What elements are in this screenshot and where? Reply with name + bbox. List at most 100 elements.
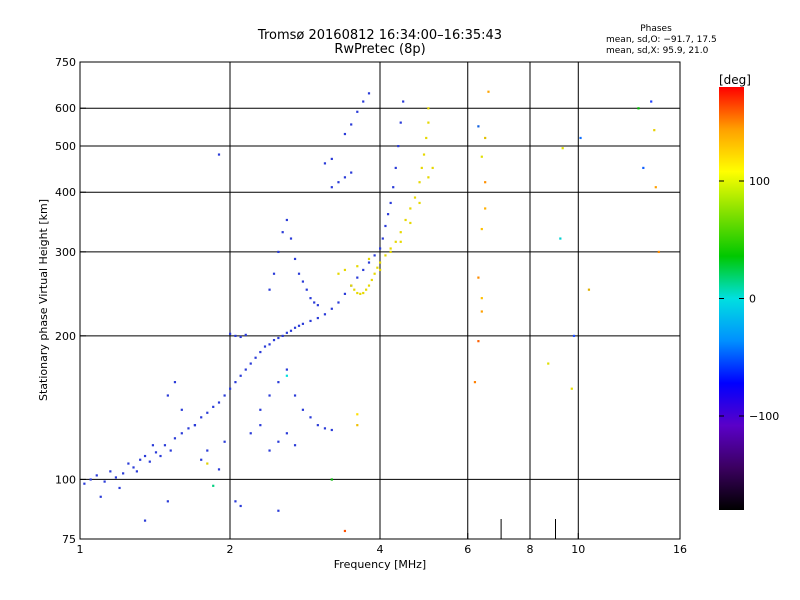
data-point — [249, 432, 252, 435]
data-point — [249, 362, 252, 365]
data-point — [148, 460, 151, 463]
data-point — [151, 444, 155, 447]
stats-heading: Phases — [640, 24, 672, 34]
y-axis-ticks: 75 100 200 300 400 500 600 750 — [55, 56, 86, 546]
data-point — [384, 224, 387, 228]
data-point — [427, 176, 430, 179]
data-point — [89, 478, 92, 481]
data-point — [166, 500, 169, 503]
data-point — [473, 381, 477, 384]
y-axis-label: Stationary phase Virtual Height [km] — [37, 199, 50, 401]
data-point — [370, 278, 373, 282]
data-point — [425, 136, 428, 140]
data-point — [323, 162, 327, 165]
data-point — [420, 166, 423, 170]
data-point — [293, 394, 297, 397]
data-point — [431, 166, 434, 170]
data-point — [418, 181, 421, 184]
data-point — [200, 416, 203, 419]
data-point — [223, 440, 226, 443]
colorbar-label: [deg] — [719, 73, 751, 87]
data-point — [399, 121, 402, 124]
data-point — [480, 310, 483, 313]
data-point — [305, 288, 308, 291]
data-point — [379, 268, 382, 272]
data-point — [259, 350, 262, 354]
data-point — [293, 326, 297, 329]
data-point — [376, 266, 379, 269]
data-point — [272, 272, 276, 275]
data-point — [572, 334, 576, 338]
data-point — [384, 254, 387, 257]
data-point — [114, 476, 118, 479]
data-point — [350, 171, 353, 174]
data-point — [389, 201, 392, 205]
data-point — [392, 186, 395, 189]
data-point — [356, 424, 359, 427]
data-point — [330, 186, 333, 189]
data-point — [289, 237, 293, 240]
data-point — [343, 292, 347, 295]
data-point — [132, 466, 135, 469]
data-point — [285, 368, 288, 371]
data-point — [356, 110, 359, 113]
y-tick-label: 600 — [55, 102, 76, 115]
data-point — [83, 482, 86, 485]
data-point — [166, 394, 169, 397]
data-point — [259, 408, 262, 411]
y-tick-label: 500 — [55, 140, 76, 153]
data-point — [418, 201, 421, 205]
y-tick-label: 100 — [55, 473, 76, 486]
data-point — [480, 155, 483, 158]
colorbar-tick-label: −100 — [749, 410, 779, 423]
data-point — [229, 332, 232, 335]
data-point — [359, 292, 362, 295]
x-tick-label: 16 — [673, 543, 687, 556]
data-point — [343, 529, 347, 533]
data-point — [301, 280, 305, 283]
data-point — [277, 440, 280, 443]
data-point — [547, 362, 550, 365]
data-point — [362, 268, 365, 272]
data-point — [356, 291, 359, 295]
data-point — [200, 458, 203, 461]
data-point — [99, 495, 102, 498]
chart-subtitle: RwPretec (8p) — [334, 42, 425, 57]
data-point — [118, 486, 121, 490]
data-point — [180, 432, 183, 435]
stats-x-mode: mean, sd,X: 95.9, 21.0 — [606, 46, 709, 56]
data-point — [239, 374, 242, 377]
data-point — [180, 408, 183, 411]
data-point — [254, 356, 257, 359]
data-point — [570, 387, 573, 390]
data-point — [337, 181, 340, 184]
data-point — [337, 272, 340, 275]
data-point — [579, 136, 582, 140]
data-point — [399, 240, 402, 243]
data-point — [313, 301, 316, 304]
y-tick-label: 200 — [55, 330, 76, 343]
data-point — [427, 121, 430, 124]
data-point — [239, 504, 242, 508]
data-point — [316, 316, 319, 320]
colorbar-tick-label: 0 — [749, 293, 756, 306]
data-point — [301, 322, 305, 325]
data-point — [263, 345, 267, 348]
data-points — [83, 90, 660, 533]
data-point — [169, 449, 172, 452]
data-point — [381, 237, 384, 240]
data-point — [277, 509, 280, 512]
data-point — [281, 231, 284, 234]
data-point — [650, 100, 653, 103]
data-point — [217, 401, 221, 404]
data-point — [212, 484, 215, 487]
data-point — [234, 500, 237, 503]
data-point — [367, 92, 371, 95]
data-point — [330, 307, 333, 310]
data-point — [206, 411, 209, 414]
data-point — [143, 454, 147, 458]
x-tick-label: 8 — [527, 543, 534, 556]
grid — [80, 62, 680, 539]
data-point — [127, 462, 130, 465]
